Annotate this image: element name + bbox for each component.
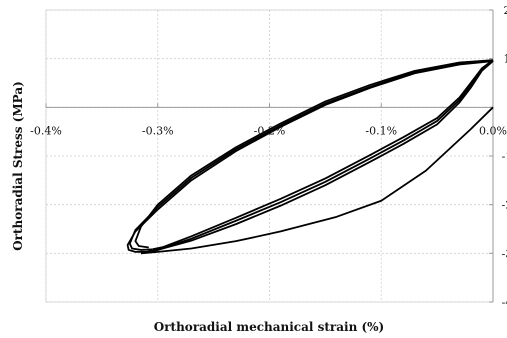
series-line-1: [140, 106, 494, 255]
y-tick-label: -200: [502, 199, 507, 212]
y-tick-label: 200: [504, 4, 507, 17]
y-tick-label: 100: [504, 53, 507, 66]
series-line-4: [146, 59, 494, 253]
tick-labels: -0.4%-0.3%-0.2%-0.1%0.0%2001000-100-200-…: [30, 4, 507, 309]
gridlines: [45, 9, 494, 303]
x-tick-label: -0.4%: [30, 124, 62, 137]
y-tick-label: -400: [502, 296, 507, 309]
series-line-5: [128, 59, 494, 251]
y-axis-title: Orthoradial Stress (MPa): [11, 81, 25, 251]
x-tick-label: 0.0%: [479, 124, 507, 137]
y-tick-label: -300: [502, 247, 507, 260]
x-tick-label: -0.1%: [365, 124, 397, 137]
series-line-7: [134, 59, 494, 249]
y-tick-label: -100: [502, 150, 507, 163]
x-tick-label: -0.2%: [254, 124, 286, 137]
x-tick-label: -0.3%: [142, 124, 174, 137]
series-line-3: [126, 60, 494, 253]
x-axis-title: Orthoradial mechanical strain (%): [154, 320, 384, 334]
axes: [45, 9, 494, 303]
series-group: [126, 59, 494, 255]
series-line-6: [151, 59, 494, 251]
